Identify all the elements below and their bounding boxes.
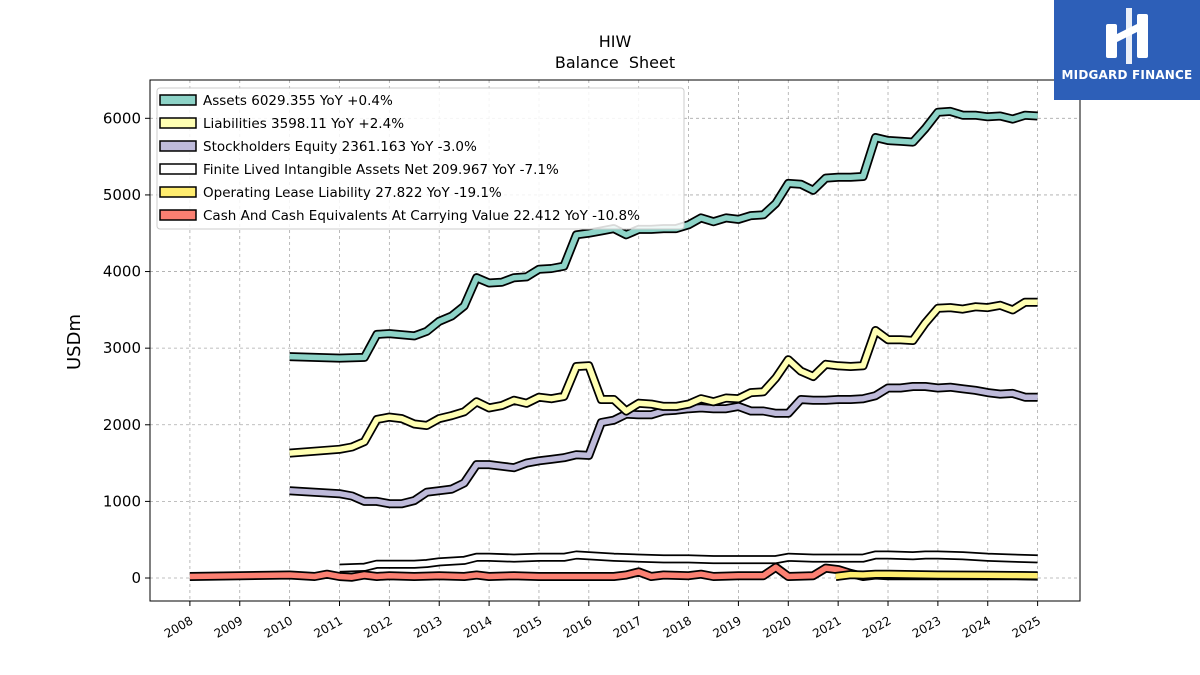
x-tick-label: 2008 xyxy=(162,613,195,640)
series-1-line xyxy=(289,297,1038,458)
y-tick-label: 2000 xyxy=(103,416,141,434)
x-tick-label: 2021 xyxy=(810,613,843,640)
x-tick-label: 2017 xyxy=(611,613,644,640)
x-tick-label: 2020 xyxy=(760,613,793,640)
x-tick-label: 2015 xyxy=(511,613,544,640)
legend-swatch xyxy=(159,140,197,152)
legend-swatch xyxy=(159,163,197,175)
legend-swatch xyxy=(159,117,197,129)
x-tick-label: 2023 xyxy=(910,613,943,640)
x-tick-label: 2016 xyxy=(561,613,594,640)
legend-entry-label: Stockholders Equity 2361.163 YoY -3.0% xyxy=(203,139,477,155)
x-tick-label: 2014 xyxy=(461,613,494,640)
series-3-line xyxy=(339,550,1038,573)
x-tick-label: 2022 xyxy=(860,613,893,640)
plot-frame xyxy=(149,79,1081,602)
legend-swatch xyxy=(159,186,197,198)
x-tick-label: 2019 xyxy=(710,613,743,640)
legend-entry-label: Cash And Cash Equivalents At Carrying Va… xyxy=(203,208,640,224)
y-tick-label: 0 xyxy=(131,569,141,587)
series-lines xyxy=(189,106,1038,582)
y-axis-label: USDm xyxy=(64,314,85,370)
chart-title: HIW xyxy=(599,32,632,51)
logo-mark-icon xyxy=(1106,8,1148,64)
series-stroke xyxy=(339,552,1038,571)
brand-name: MIDGARD FINANCE xyxy=(1061,68,1193,82)
chart-subtitle: Balance Sheet xyxy=(555,53,675,72)
series-stroke xyxy=(289,299,1038,456)
x-tick-label: 2018 xyxy=(661,613,694,640)
x-tick-label: 2025 xyxy=(1010,613,1043,640)
legend-swatch xyxy=(159,209,197,221)
series-stroke xyxy=(835,571,1038,580)
legend-swatch xyxy=(159,94,197,106)
x-tick-label: 2012 xyxy=(361,613,394,640)
y-tick-label: 4000 xyxy=(103,263,141,281)
legend-entry-label: Liabilities 3598.11 YoY +2.4% xyxy=(203,116,404,132)
series-0-line xyxy=(289,106,1038,363)
midgard-finance-logo: MIDGARD FINANCE xyxy=(1054,0,1200,100)
y-tick-label: 5000 xyxy=(103,186,141,204)
x-tick-label: 2009 xyxy=(212,613,245,640)
x-tick-label: 2011 xyxy=(312,613,345,640)
y-tick-label: 1000 xyxy=(103,492,141,510)
y-tick-label: 6000 xyxy=(103,109,141,127)
series-stroke xyxy=(289,108,1038,361)
x-tick-label: 2024 xyxy=(960,613,993,640)
y-tick-label: 3000 xyxy=(103,339,141,357)
x-tick-label: 2010 xyxy=(262,613,295,640)
legend-entry-label: Operating Lease Liability 27.822 YoY -19… xyxy=(203,185,502,201)
legend-box xyxy=(156,87,685,230)
x-tick-label: 2013 xyxy=(411,613,444,640)
legend: Assets 6029.355 YoY +0.4% Liabilities 359… xyxy=(156,87,685,230)
series-4-line xyxy=(835,569,1038,581)
legend-entry-label: Finite Lived Intangible Assets Net 209.9… xyxy=(203,162,559,178)
legend-entry-label: Assets 6029.355 YoY +0.4% xyxy=(203,93,393,109)
